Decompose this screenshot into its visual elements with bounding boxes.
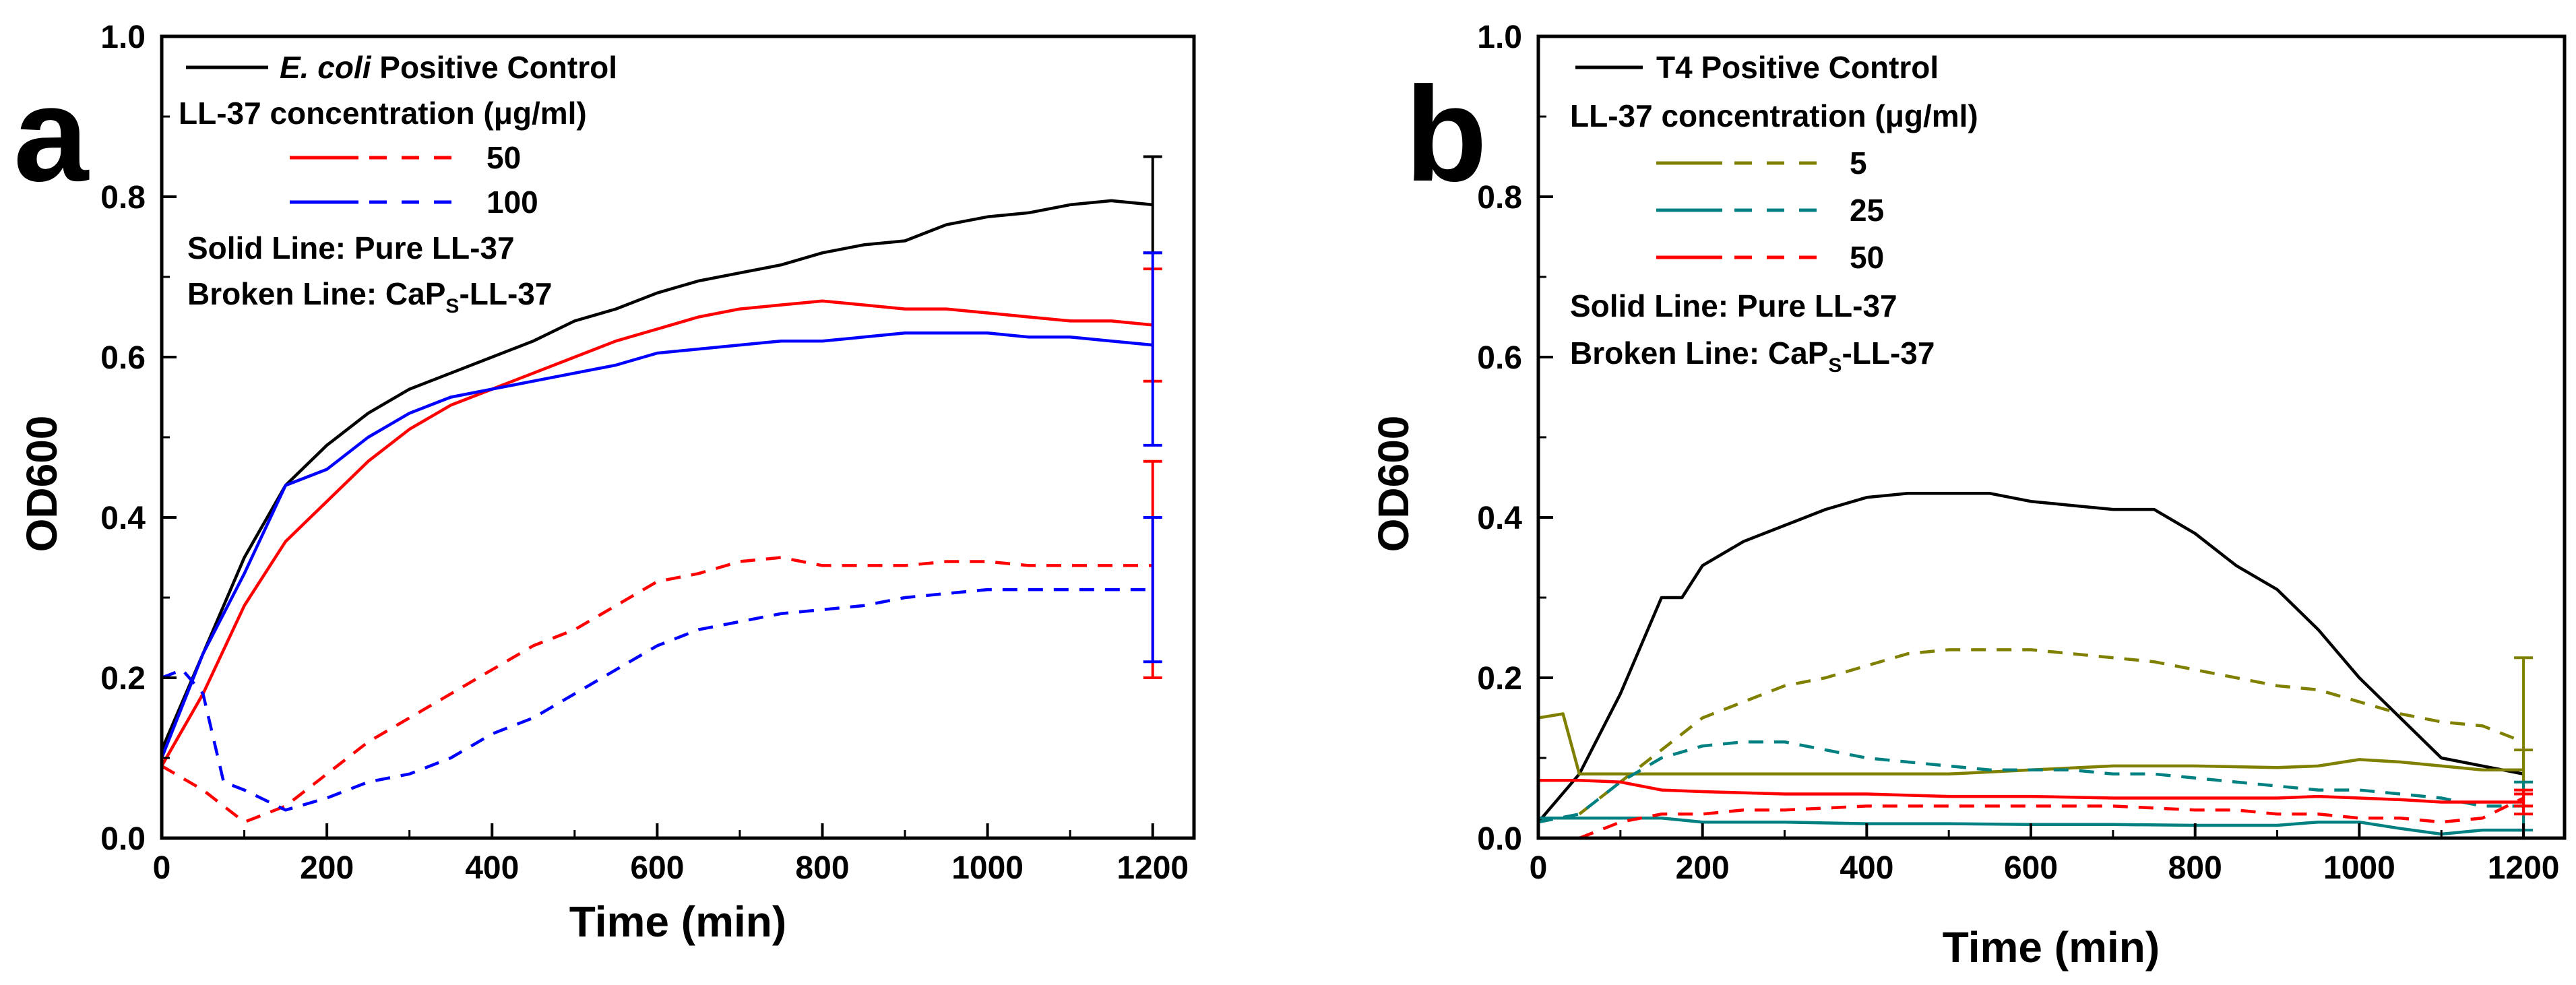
series-line-4 xyxy=(161,587,1153,812)
y-tick-label: 0.2 xyxy=(1477,661,1522,697)
series-line-0 xyxy=(160,199,1153,751)
panel-a-y-axis-label: OD600 xyxy=(18,416,66,552)
y-tick-label: 0.4 xyxy=(100,501,146,536)
x-tick-label: 1000 xyxy=(951,850,1024,886)
x-tick-label: 800 xyxy=(2168,850,2222,886)
error-bar-4 xyxy=(1143,516,1162,664)
panel-a-legend: E. coli Positive Control LL-37 concentra… xyxy=(179,50,617,317)
series-line-4 xyxy=(1538,740,2524,824)
legend-control-label: E. coli Positive Control xyxy=(280,50,617,85)
series-line-3 xyxy=(160,556,1153,824)
x-tick-label: 800 xyxy=(795,850,849,886)
panel-a-letter: a xyxy=(13,59,90,210)
x-tick-label: 600 xyxy=(2004,850,2058,886)
y-tick-label: 0.8 xyxy=(100,180,146,216)
series-line-5 xyxy=(1538,779,2524,804)
x-tick-label: 1000 xyxy=(2323,850,2395,886)
x-tick-label: 0 xyxy=(1530,850,1548,886)
x-tick-label: 400 xyxy=(465,850,519,886)
panel-b-y-axis-label: OD600 xyxy=(1369,416,1418,552)
panel-b-plot: 0 200 400 600 800 1000 1200 0.0 0.2 0.4 0.6 0.8 1.0 xyxy=(1477,20,2567,886)
panel-b-x-axis-label: Time (min) xyxy=(1943,923,2160,972)
series-line-1 xyxy=(160,299,1153,767)
legend-entry-5: 5 xyxy=(1850,146,1867,181)
legend-control-label: T4 Positive Control xyxy=(1656,50,1939,85)
x-tick-label: 200 xyxy=(1676,850,1730,886)
legend-entry-50: 50 xyxy=(1850,240,1884,275)
y-tick-label: 0.6 xyxy=(100,340,146,376)
x-tick-label: 400 xyxy=(1840,850,1893,886)
error-bar-4 xyxy=(2514,792,2534,808)
x-tick-label: 0 xyxy=(153,850,171,886)
legend-entry-50: 50 xyxy=(486,140,521,175)
panel-b-letter: b xyxy=(1405,59,1487,210)
panel-a-x-axis-label: Time (min) xyxy=(569,897,786,946)
panel-b: b OD600 Time (min) 0 200 400 600 800 1000 1200… xyxy=(1369,20,2567,972)
y-tick-label: 1.0 xyxy=(100,20,146,55)
legend-entry-25: 25 xyxy=(1850,193,1884,228)
legend-header: LL-37 concentration (μg/ml) xyxy=(1570,98,1978,133)
y-tick-label: 0.4 xyxy=(1477,501,1522,536)
legend-header: LL-37 concentration (μg/ml) xyxy=(179,96,587,131)
panel-b-legend: T4 Positive Control LL-37 concentration … xyxy=(1570,50,1978,377)
x-tick-label: 1200 xyxy=(1117,850,1189,886)
series-line-2 xyxy=(1578,648,2524,816)
y-tick-label: 0.8 xyxy=(1477,180,1522,216)
series-line-2 xyxy=(160,331,1153,759)
series-line-3 xyxy=(1538,817,2524,836)
y-tick-label: 0.0 xyxy=(1477,821,1522,857)
legend-note-broken: Broken Line: CaPS-LL-37 xyxy=(187,276,552,317)
panel-a: a OD600 Time (min) 0 200 400 600 800 1000 1200… xyxy=(13,20,1196,946)
series-line-1 xyxy=(1538,712,2524,776)
x-tick-label: 1200 xyxy=(2488,850,2560,886)
y-tick-label: 0.6 xyxy=(1477,340,1522,376)
y-tick-label: 0.0 xyxy=(100,821,146,857)
legend-entry-100: 100 xyxy=(486,185,538,220)
plot-frame xyxy=(1536,34,2567,840)
panel-a-plot: 0 200 400 600 800 1000 1200 0.0 0.2 0.4 0.6 0.8 1.0 xyxy=(100,20,1196,886)
x-tick-label: 200 xyxy=(300,850,354,886)
series-line-6 xyxy=(1579,796,2525,840)
series-line-0 xyxy=(1537,492,2524,823)
y-tick-label: 0.2 xyxy=(100,661,146,697)
y-tick-label: 1.0 xyxy=(1477,20,1522,55)
legend-note-broken: Broken Line: CaPS-LL-37 xyxy=(1570,336,1935,377)
legend-note-solid: Solid Line: Pure LL-37 xyxy=(187,230,515,265)
x-tick-label: 600 xyxy=(630,850,684,886)
error-bar-2 xyxy=(1143,251,1162,447)
legend-note-solid: Solid Line: Pure LL-37 xyxy=(1570,288,1897,323)
